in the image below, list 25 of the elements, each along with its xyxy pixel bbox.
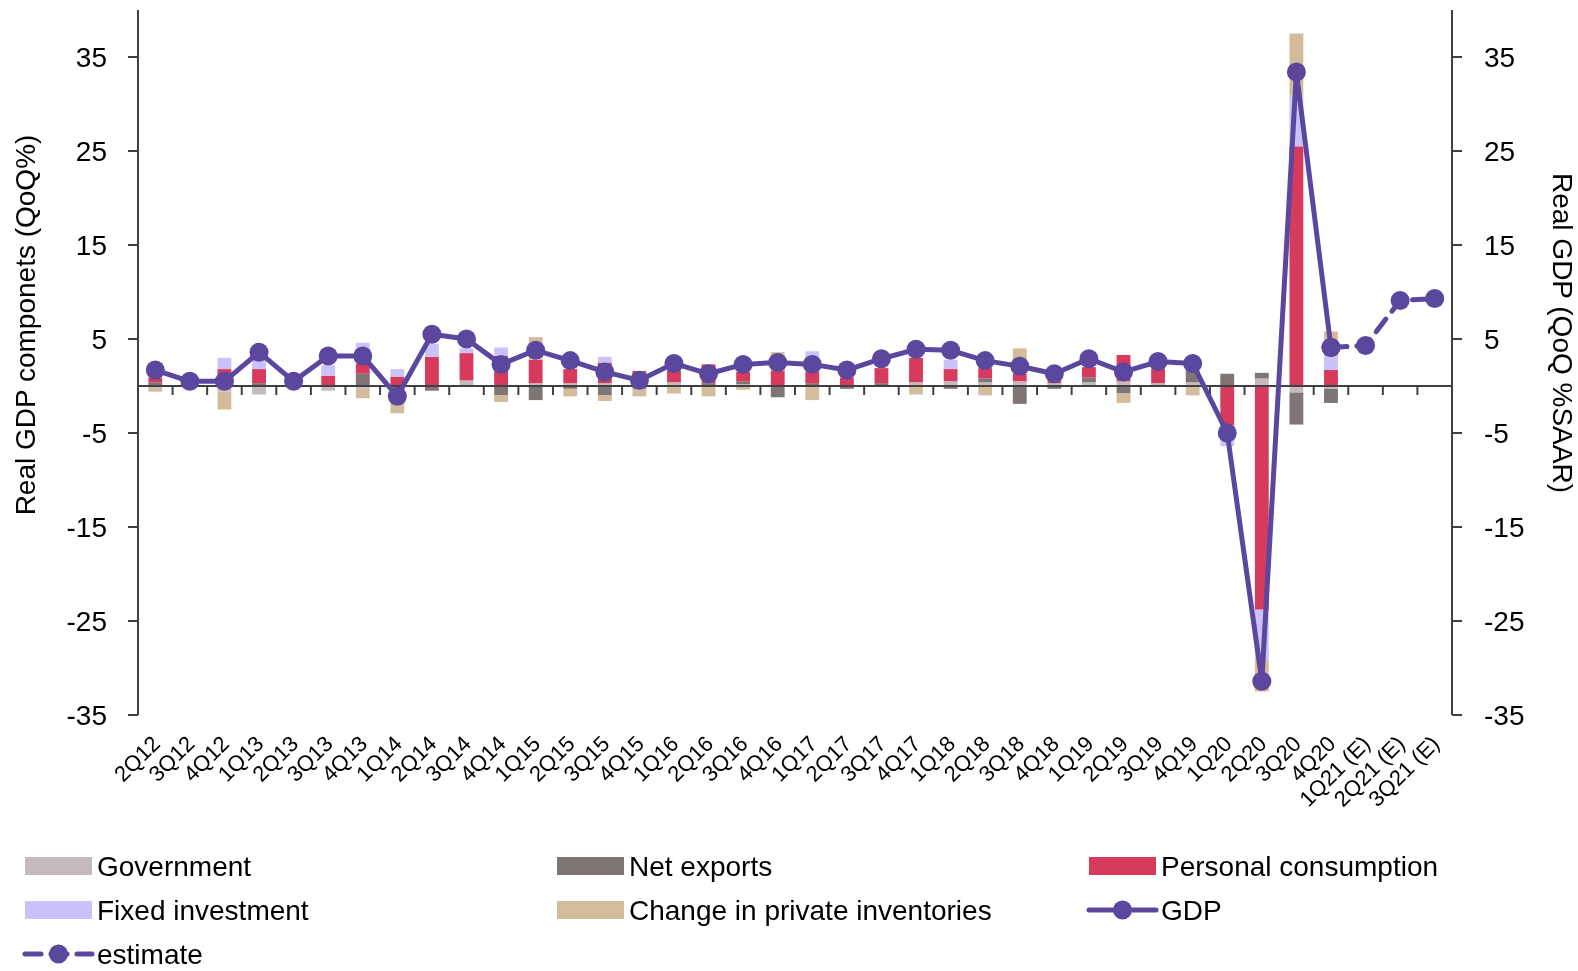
y-tick-label: -25	[66, 605, 107, 637]
y-tick-label: 15	[75, 229, 107, 261]
y2-tick-label: -15	[1484, 511, 1525, 543]
y-tick-label: 35	[75, 41, 107, 73]
legend-label: Net exports	[629, 850, 773, 882]
legend-label: Government	[97, 850, 252, 882]
y-tick-label: -5	[82, 417, 107, 449]
y2-axis-title: Real GDP (QoQ %SAAR)	[1547, 172, 1578, 494]
y-axis-title: Real GDP componets (QoQ%)	[9, 134, 41, 516]
legend-label: Change in private inventories	[629, 894, 992, 926]
legend-label: Fixed investment	[97, 894, 309, 926]
y2-tick-label: -25	[1484, 605, 1525, 637]
legend-label: GDP	[1161, 894, 1222, 926]
y2-tick-label: 5	[1484, 323, 1500, 355]
legend-label: Personal consumption	[1161, 850, 1439, 882]
y2-tick-label: -35	[1484, 699, 1525, 731]
y-tick-label: 25	[75, 135, 107, 167]
y2-tick-label: 25	[1484, 135, 1516, 167]
y2-tick-label: -5	[1484, 417, 1509, 449]
y2-tick-label: 35	[1484, 41, 1516, 73]
y-tick-label: 5	[91, 323, 107, 355]
y2-tick-label: 15	[1484, 229, 1516, 261]
y-tick-label: -35	[66, 699, 107, 731]
legend-label: estimate	[97, 938, 203, 970]
y-tick-label: -15	[66, 511, 107, 543]
